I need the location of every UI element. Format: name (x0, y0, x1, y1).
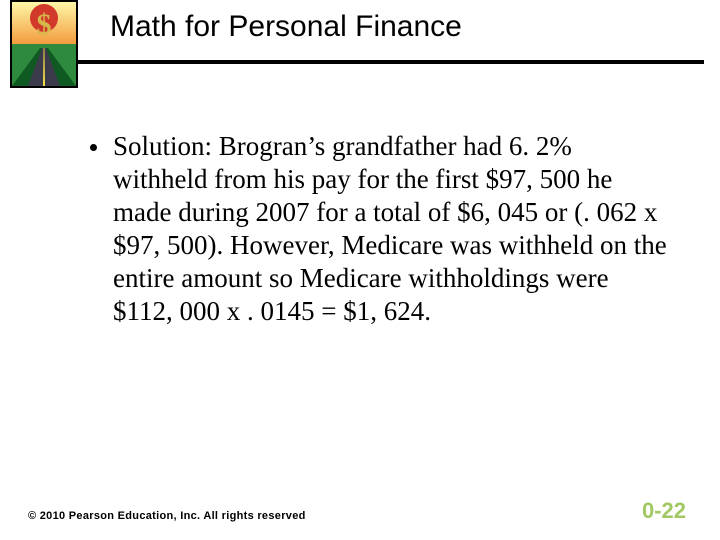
book-logo: $ (10, 0, 78, 88)
page-number: 0-22 (642, 498, 686, 524)
svg-text:$: $ (37, 8, 52, 41)
bullet-marker (90, 144, 97, 151)
slide-body: Solution: Brogran’s grandfather had 6. 2… (90, 130, 670, 328)
copyright-text: © 2010 Pearson Education, Inc. All right… (28, 510, 306, 522)
title-underline (78, 60, 704, 64)
slide-footer: © 2010 Pearson Education, Inc. All right… (0, 498, 720, 522)
slide-title: Math for Personal Finance (110, 10, 462, 44)
bullet-item: Solution: Brogran’s grandfather had 6. 2… (90, 130, 670, 328)
slide-header: $ Math for Personal Finance (0, 0, 720, 88)
bullet-text: Solution: Brogran’s grandfather had 6. 2… (113, 130, 670, 328)
